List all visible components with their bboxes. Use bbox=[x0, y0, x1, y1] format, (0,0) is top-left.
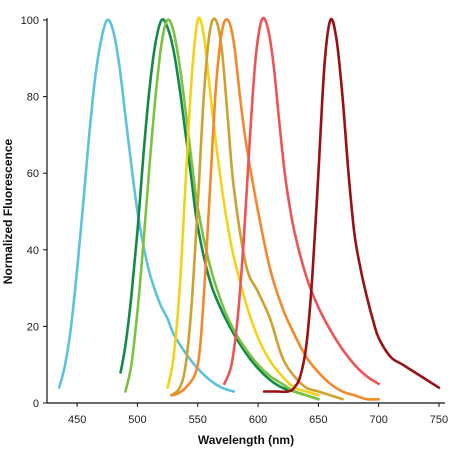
series-line-5 bbox=[169, 17, 344, 401]
x-tick-label: 750 bbox=[430, 414, 448, 426]
y-tick-label: 20 bbox=[27, 321, 39, 333]
ticks-layer: 450 500 550 600 650 700 750 0 20 40 60 80 100 bbox=[21, 15, 449, 426]
series-line-1 bbox=[57, 18, 236, 393]
y-axis-label: Normalized Fluorescence bbox=[1, 138, 15, 284]
series-line-8 bbox=[262, 17, 441, 394]
series-layer bbox=[57, 16, 441, 401]
x-tick-label: 600 bbox=[249, 414, 267, 426]
x-tick-label: 700 bbox=[369, 414, 387, 426]
y-tick-label: 40 bbox=[27, 245, 39, 257]
series-line-6 bbox=[172, 18, 380, 401]
x-tick-label: 500 bbox=[128, 414, 146, 426]
x-axis-label: Wavelength (nm) bbox=[198, 433, 294, 447]
y-tick-label: 60 bbox=[27, 168, 39, 180]
x-tick-label: 650 bbox=[309, 414, 327, 426]
y-tick-label: 0 bbox=[33, 398, 39, 410]
series-line-7 bbox=[223, 16, 380, 386]
x-tick-label: 450 bbox=[68, 414, 86, 426]
y-tick-label: 80 bbox=[27, 92, 39, 104]
series-line-3 bbox=[124, 18, 320, 401]
series-line-2 bbox=[119, 18, 320, 401]
series-line-4 bbox=[166, 16, 320, 397]
x-tick-label: 550 bbox=[189, 414, 207, 426]
y-tick-label: 100 bbox=[21, 15, 39, 27]
